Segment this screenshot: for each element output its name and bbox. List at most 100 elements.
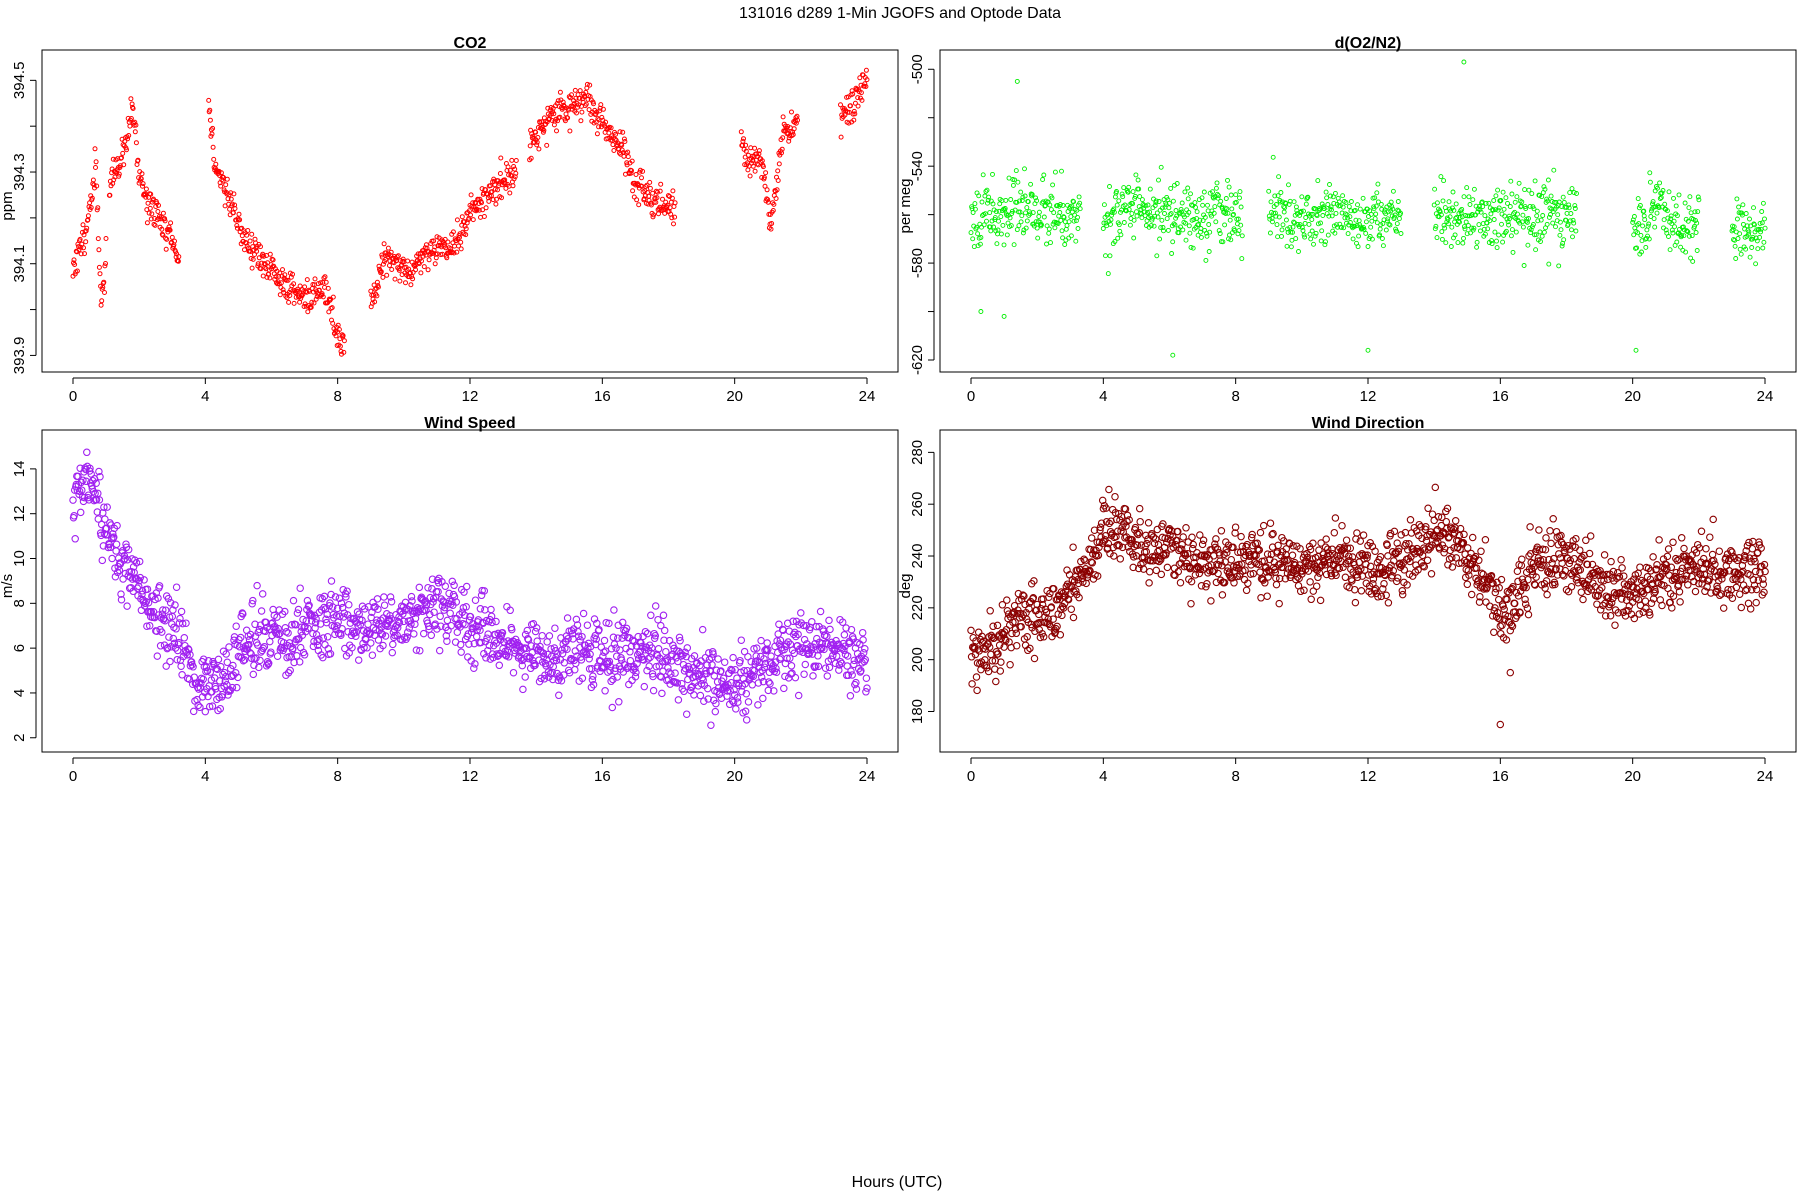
- co2-point: [454, 217, 460, 223]
- o2n2-point: [1667, 247, 1673, 253]
- o2n2-point: [1671, 218, 1677, 224]
- wind-speed-point: [178, 671, 186, 679]
- co2-point: [619, 142, 625, 148]
- o2n2-point: [1746, 231, 1751, 237]
- o2n2-point: [1454, 214, 1460, 220]
- o2n2-point: [1495, 207, 1501, 213]
- co2-point: [130, 106, 136, 111]
- o2n2-point: [1288, 244, 1294, 250]
- o2n2-point: [1659, 190, 1665, 196]
- co2-point: [780, 135, 786, 141]
- o2n2-point: [1682, 200, 1688, 206]
- co2-point: [741, 136, 746, 142]
- co2-point: [426, 257, 432, 263]
- co2-point: [341, 349, 347, 355]
- o2n2-point: [1660, 188, 1666, 193]
- o2n2-point: [1500, 239, 1506, 245]
- o2n2-point: [1466, 194, 1472, 200]
- wind-speed-point: [354, 656, 363, 664]
- co2-y-tick-label: 394.5: [11, 62, 28, 100]
- o2n2-point: [1372, 195, 1378, 201]
- o2n2-point: [1273, 213, 1279, 219]
- co2-point: [140, 181, 146, 187]
- wind-speed-point: [450, 581, 458, 590]
- o2n2-point: [1666, 189, 1672, 195]
- wind-speed-point: [166, 657, 174, 666]
- wind-speed-point: [95, 467, 103, 476]
- o2n2-point: [1662, 201, 1668, 207]
- o2n2-point: [1438, 174, 1444, 180]
- o2n2-point: [1009, 208, 1015, 214]
- o2n2-point: [1489, 238, 1494, 244]
- co2-point: [790, 132, 796, 138]
- co2-point: [421, 264, 427, 270]
- o2n2-point: [1159, 205, 1165, 211]
- o2n2-point: [1035, 235, 1041, 241]
- co2-point: [846, 120, 852, 126]
- o2n2-point: [1108, 217, 1114, 223]
- o2n2-point: [1374, 190, 1380, 196]
- o2n2-point: [1139, 215, 1145, 221]
- wind-speed-point: [162, 662, 170, 670]
- wind-speed-point: [128, 575, 137, 583]
- co2-point: [211, 156, 217, 162]
- o2n2-point: [1477, 207, 1483, 213]
- co2-point: [650, 190, 656, 196]
- o2n2-point: [1147, 186, 1153, 192]
- wind-speed-point: [445, 589, 453, 598]
- co2-point: [594, 131, 600, 137]
- o2n2-point: [1000, 222, 1006, 228]
- co2-point: [555, 98, 561, 104]
- o2n2-point: [1540, 213, 1546, 218]
- co2-point: [385, 254, 391, 260]
- wind-speed-point: [166, 598, 175, 607]
- wind-speed-point: [282, 628, 291, 636]
- o2n2-point: [1685, 229, 1691, 235]
- wind-speed-plot-frame: [41, 429, 899, 753]
- o2n2-point: [1206, 249, 1212, 254]
- o2n2-point: [1165, 227, 1171, 233]
- co2-point: [374, 293, 380, 299]
- o2n2-point: [1658, 195, 1664, 200]
- wind-speed-point: [135, 557, 144, 566]
- o2n2-point: [1357, 206, 1363, 212]
- co2-point: [481, 214, 487, 219]
- co2-point: [89, 195, 95, 201]
- wind-direction-x-tick-label: 16: [1492, 768, 1509, 785]
- o2n2-point: [1523, 206, 1529, 211]
- wind-speed-point: [374, 605, 382, 613]
- wind-speed-point: [97, 520, 106, 529]
- co2-point: [282, 272, 288, 278]
- o2n2-point: [1057, 202, 1063, 207]
- co2-point: [148, 191, 154, 197]
- wind-speed-point: [391, 631, 399, 640]
- o2n2-point: [1668, 213, 1674, 219]
- wind-speed-point: [374, 636, 383, 644]
- o2n2-point: [1526, 187, 1532, 193]
- co2-point: [88, 205, 94, 210]
- o2n2-point: [1200, 202, 1206, 208]
- o2n2-point: [1643, 235, 1649, 241]
- wind-speed-point: [202, 663, 211, 672]
- o2n2-point: [1193, 204, 1198, 210]
- o2n2-point: [1001, 313, 1007, 319]
- co2-point: [375, 284, 381, 290]
- co2-point: [159, 226, 165, 232]
- o2n2-point: [1740, 202, 1746, 208]
- wind-speed-point: [317, 606, 326, 614]
- o2n2-point: [1693, 218, 1698, 223]
- co2-point: [207, 107, 213, 113]
- o2n2-point: [1153, 198, 1159, 204]
- wind-speed-point: [289, 644, 297, 653]
- co2-point: [793, 120, 799, 126]
- wind-speed-y-tick-label: 6: [11, 644, 28, 652]
- o2n2-point: [1491, 217, 1497, 222]
- wind-speed-point: [352, 632, 360, 640]
- o2n2-point: [1736, 204, 1742, 210]
- wind-speed-point: [205, 702, 214, 711]
- o2n2-point: [1178, 206, 1184, 212]
- co2-point: [295, 286, 300, 292]
- o2n2-point: [1563, 217, 1569, 223]
- o2n2-point: [1513, 229, 1519, 235]
